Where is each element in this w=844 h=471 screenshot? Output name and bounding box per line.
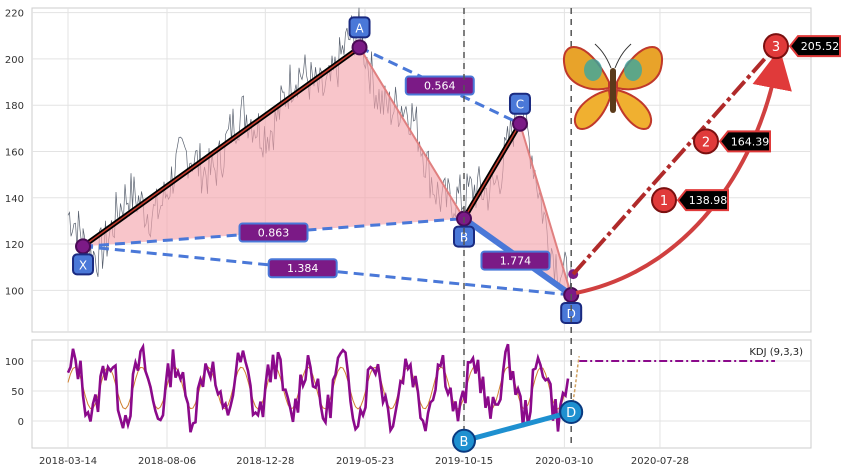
x-tick-label: 2020-07-28: [631, 456, 689, 467]
pattern-leg: [518, 122, 573, 296]
price-y-tick: 140: [5, 194, 24, 205]
pattern-leg: [82, 46, 361, 248]
target-flag: [676, 189, 729, 212]
price-y-tick: 180: [5, 101, 24, 112]
pivot-label: C: [516, 98, 524, 112]
price-y-tick: 120: [5, 240, 24, 251]
ratio-label: 0.564: [424, 80, 456, 93]
pivot-dot: [351, 39, 368, 56]
pivot-dot: [511, 115, 528, 132]
indicator-grid: 0 50 100 2018-03-14 2018-08-06 2018-12-28 2019…: [5, 340, 811, 467]
target-flag: [718, 130, 771, 153]
indicator-panel: [31, 339, 812, 449]
target-value-label: 205.52: [801, 40, 840, 53]
pivot-label: D: [567, 307, 576, 321]
target-circle: [651, 187, 677, 214]
price-grid: 100 120 140 160 180 200 220: [5, 8, 811, 332]
butterfly-icon: [562, 43, 664, 130]
target-flag: [788, 35, 841, 58]
x-tick-label: 2020-03-10: [535, 456, 593, 467]
pivot-label: A: [355, 21, 364, 35]
kdj-y-tick: 50: [11, 387, 24, 398]
target-path: [571, 44, 778, 276]
pivot-label-box: [72, 253, 95, 276]
pivot-dot: [75, 238, 92, 255]
divergence-dot: [559, 400, 584, 424]
pivot-label-box: [508, 92, 531, 115]
ratio-box: [267, 258, 338, 279]
kdj-divergence-line: [463, 409, 572, 444]
pivot-label-box: [348, 16, 371, 39]
kdj-y-tick: 0: [18, 417, 24, 428]
target-circle: [763, 33, 789, 60]
target-circle: [693, 128, 719, 155]
ratio-box: [238, 222, 309, 243]
kdj-y-tick: 100: [5, 357, 24, 368]
vertical-markers: [463, 8, 572, 448]
xab-triangle: [83, 47, 464, 247]
divergence-dot: [452, 428, 476, 453]
pivot-label: B: [460, 231, 468, 245]
ratio-box: [404, 75, 475, 96]
x-tick-label: 2018-08-06: [138, 456, 196, 467]
price-y-tick: 160: [5, 147, 24, 158]
ratio-box: [480, 250, 551, 271]
target-number: 3: [772, 40, 780, 55]
divergence-label: B: [460, 435, 469, 450]
target-value-label: 138.98: [689, 194, 728, 207]
price-y-tick: 220: [5, 9, 24, 20]
pivot-label-box: [560, 301, 583, 324]
price-y-tick: 200: [5, 55, 24, 66]
ratio-label: 1.774: [500, 255, 532, 268]
ratio-label: 0.863: [258, 226, 290, 239]
x-tick-label: 2018-03-14: [39, 456, 97, 467]
kdj-legend: KDJ (9,3,3): [749, 347, 803, 358]
pattern-leg: [358, 46, 465, 220]
pivot-label: X: [79, 258, 87, 272]
kdj-k-line: [66, 342, 570, 435]
pivot-label-box: [453, 225, 475, 248]
x-tick-label: 2019-05-23: [336, 456, 394, 467]
price-y-tick: 100: [5, 286, 24, 297]
kdj-series: BD: [66, 342, 775, 453]
pattern-leg: [463, 122, 521, 220]
target-value-label: 164.39: [731, 135, 770, 148]
target-number: 1: [660, 194, 668, 209]
target-number: 2: [702, 135, 710, 150]
divergence-label: D: [566, 406, 576, 421]
harmonic-pattern: 0.564 0.863 1.774 1.384 X A B C D: [72, 16, 583, 324]
x-tick-label: 2018-12-28: [236, 456, 294, 467]
ratio-label: 1.384: [287, 262, 319, 275]
targets: 1 138.98 2 164.39 3 205.52: [568, 33, 841, 295]
x-tick-label: 2019-10-15: [435, 456, 493, 467]
